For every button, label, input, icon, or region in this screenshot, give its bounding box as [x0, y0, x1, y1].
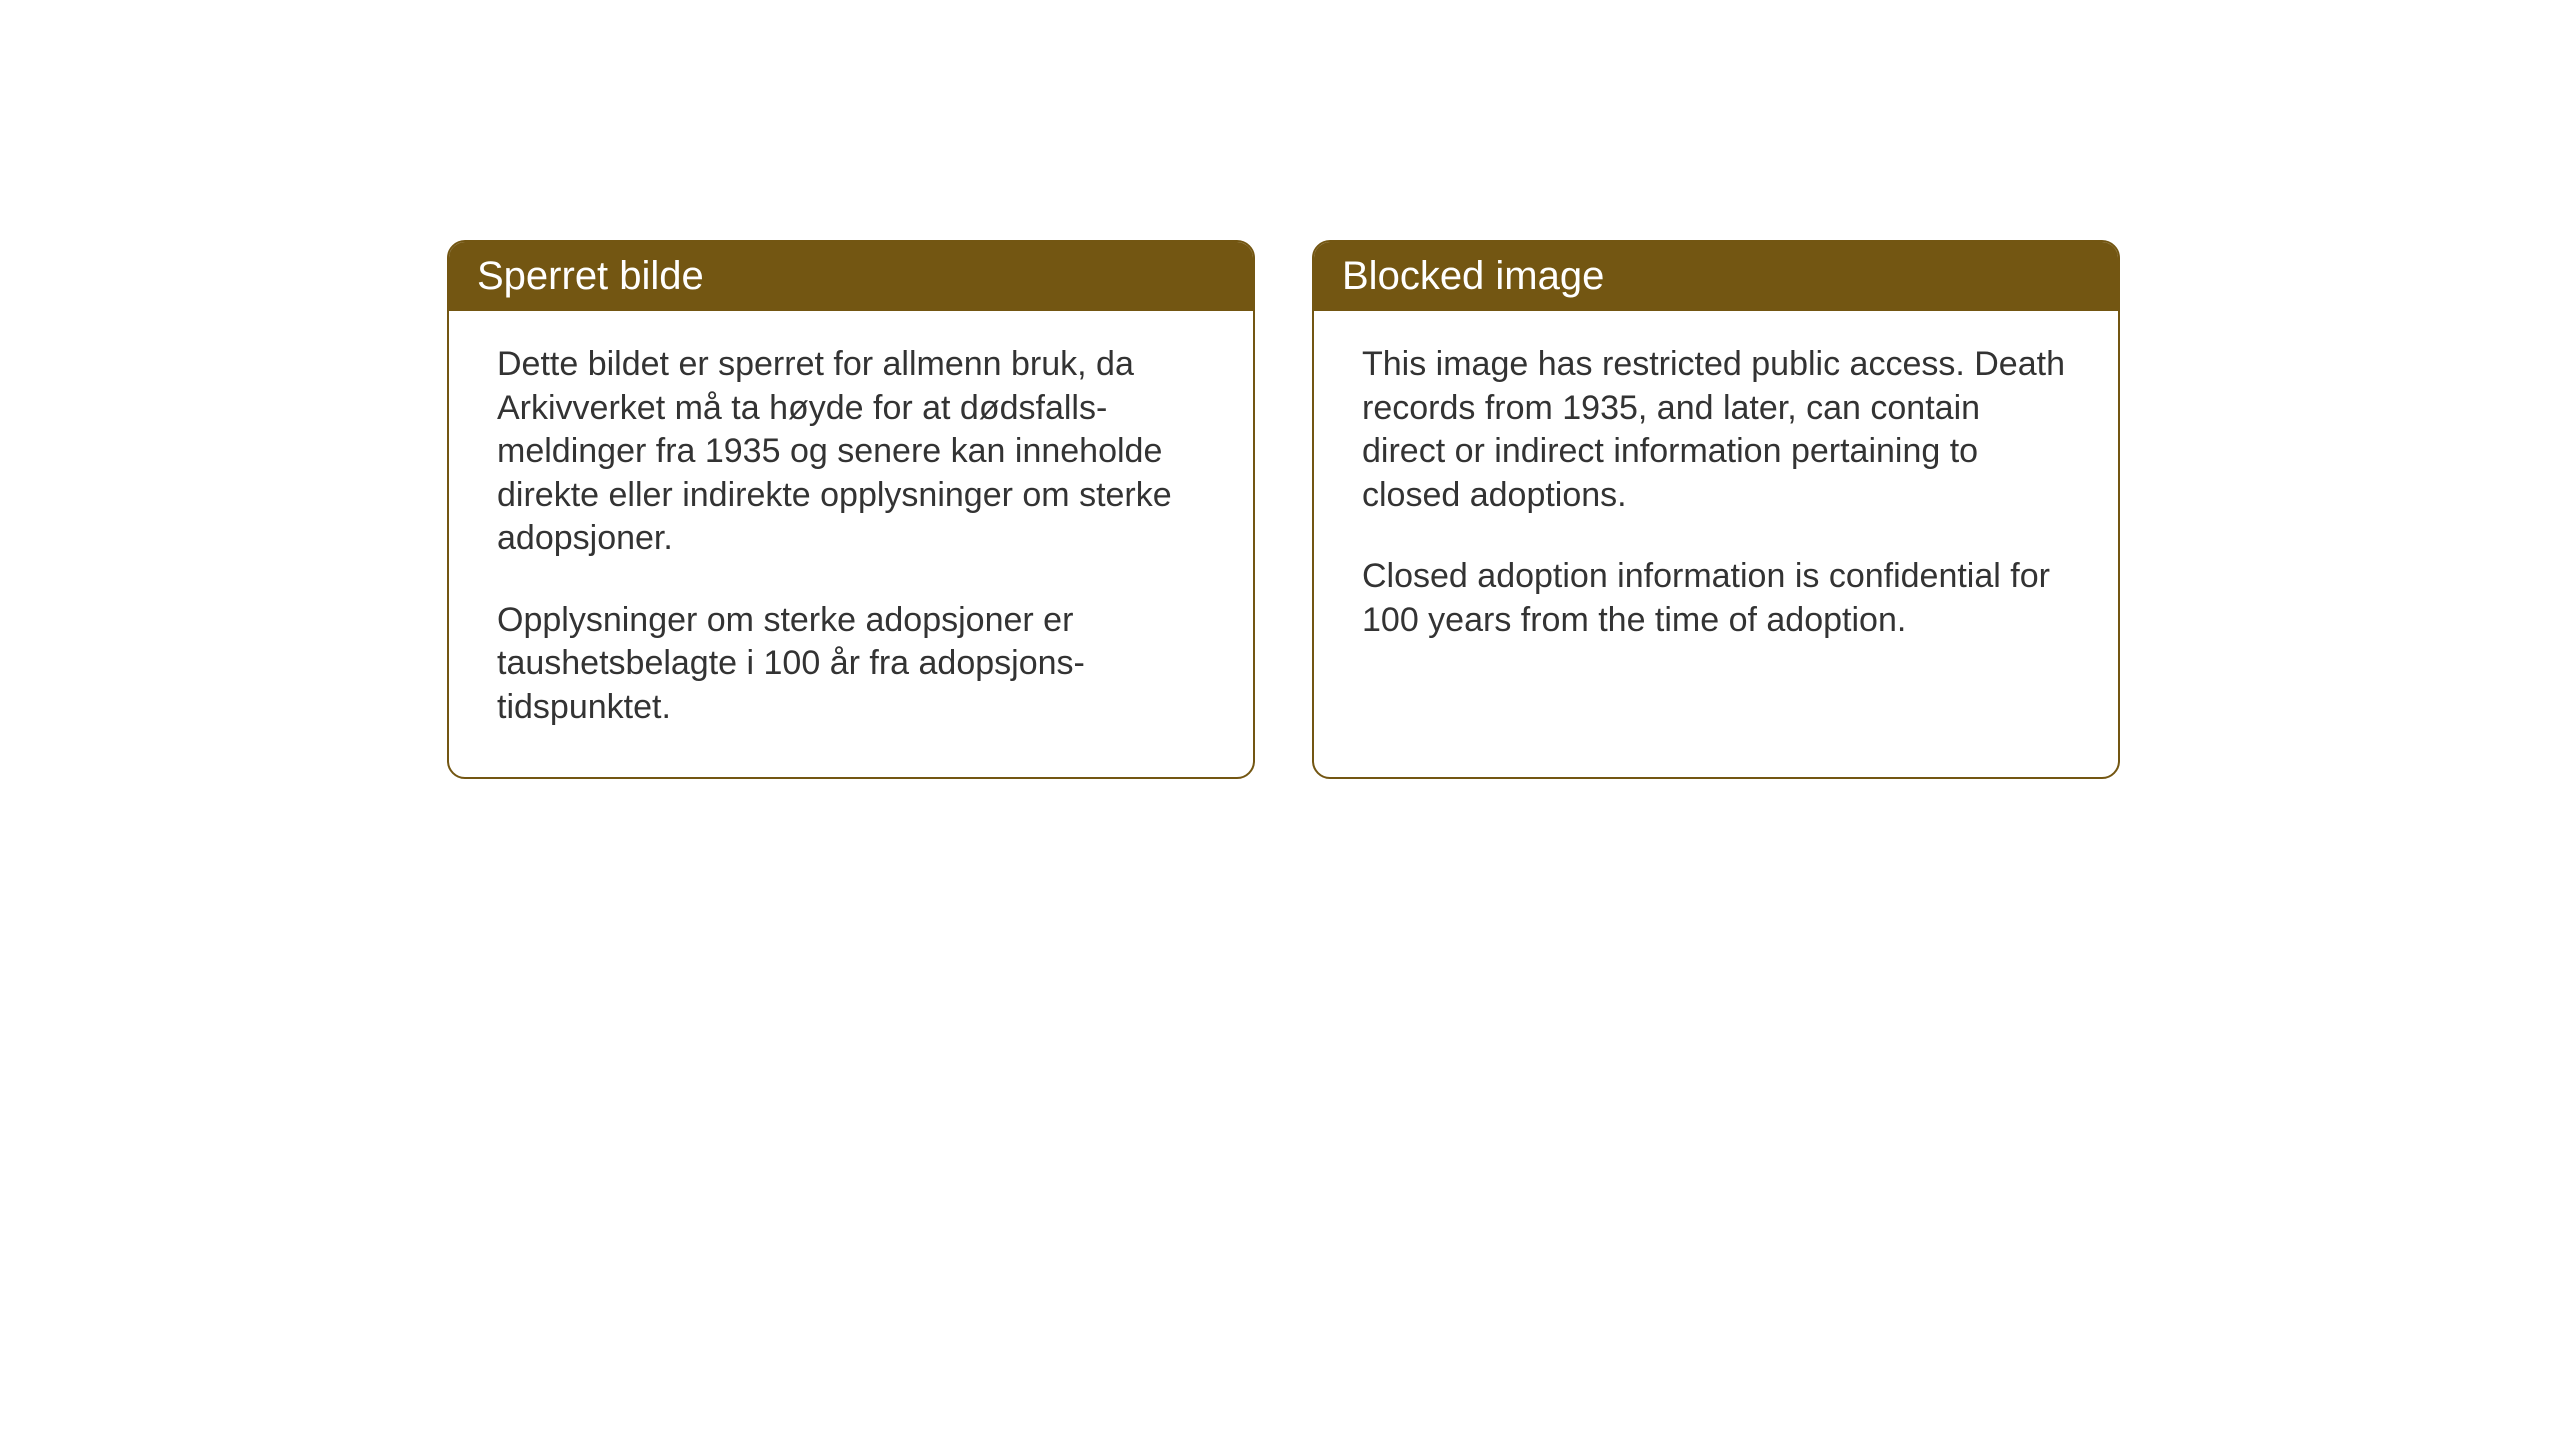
card-english-header: Blocked image: [1314, 242, 2118, 311]
card-english: Blocked image This image has restricted …: [1312, 240, 2120, 779]
card-english-body: This image has restricted public access.…: [1314, 311, 2118, 690]
card-norwegian-title: Sperret bilde: [477, 254, 704, 298]
card-english-paragraph1: This image has restricted public access.…: [1362, 343, 2070, 517]
card-norwegian-paragraph1: Dette bildet er sperret for allmenn bruk…: [497, 343, 1205, 561]
cards-container: Sperret bilde Dette bildet er sperret fo…: [447, 240, 2120, 779]
card-norwegian-header: Sperret bilde: [449, 242, 1253, 311]
card-norwegian: Sperret bilde Dette bildet er sperret fo…: [447, 240, 1255, 779]
card-norwegian-paragraph2: Opplysninger om sterke adopsjoner er tau…: [497, 599, 1205, 730]
card-norwegian-body: Dette bildet er sperret for allmenn bruk…: [449, 311, 1253, 777]
card-english-title: Blocked image: [1342, 254, 1604, 298]
card-english-paragraph2: Closed adoption information is confident…: [1362, 555, 2070, 642]
